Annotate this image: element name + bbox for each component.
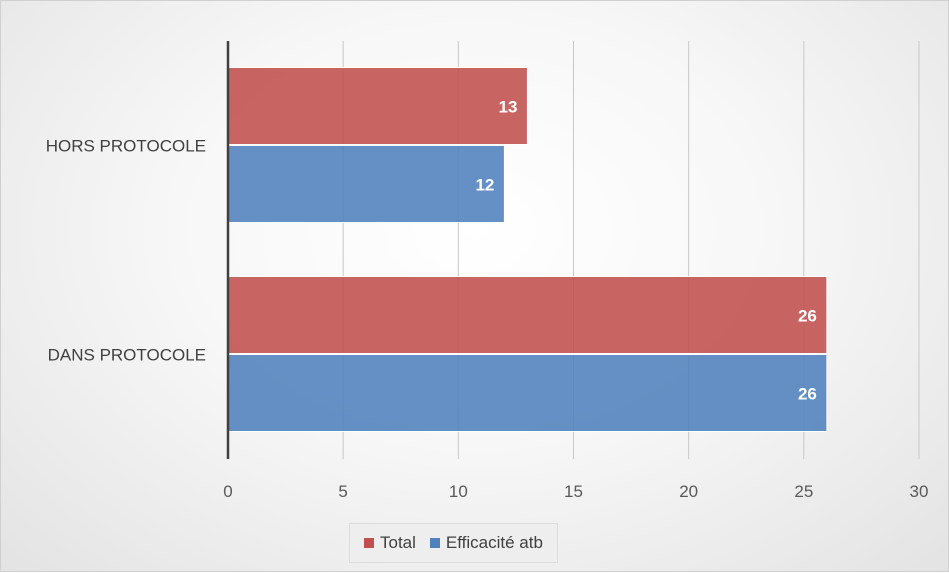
x-tick-label-25: 25 xyxy=(794,482,813,501)
x-tick-label-5: 5 xyxy=(338,482,347,501)
data-label-0-0: 13 xyxy=(499,98,518,117)
data-label-1-1: 26 xyxy=(798,385,817,404)
legend-entry-efficacite: Efficacité atb xyxy=(429,533,543,553)
bar-0-0 xyxy=(227,67,528,145)
x-tick-label-30: 30 xyxy=(910,482,929,501)
x-tick-label-15: 15 xyxy=(564,482,583,501)
legend-label-total: Total xyxy=(380,533,416,552)
data-label-0-1: 26 xyxy=(798,307,817,326)
legend-label-efficacite: Efficacité atb xyxy=(445,533,543,552)
bars xyxy=(227,67,828,432)
bar-0-1 xyxy=(227,276,828,354)
legend-swatch-efficacite xyxy=(429,538,440,548)
bar-1-0 xyxy=(227,145,505,223)
labels: 0 5 10 15 20 25 30 HORS PROTOCOLE 13 12 DANS PROTO… xyxy=(46,98,929,502)
category-label-0: HORS PROTOCOLE xyxy=(46,137,206,156)
bar-1-1 xyxy=(227,354,828,432)
x-tick-label-0: 0 xyxy=(223,482,232,501)
legend: Total Efficacité atb xyxy=(349,523,558,563)
legend-swatch-total xyxy=(364,538,374,548)
category-label-1: DANS PROTOCOLE xyxy=(48,346,206,365)
data-label-1-0: 12 xyxy=(475,176,494,195)
x-tick-label-10: 10 xyxy=(449,482,468,501)
legend-entry-total: Total xyxy=(364,533,416,553)
x-tick-label-20: 20 xyxy=(679,482,698,501)
